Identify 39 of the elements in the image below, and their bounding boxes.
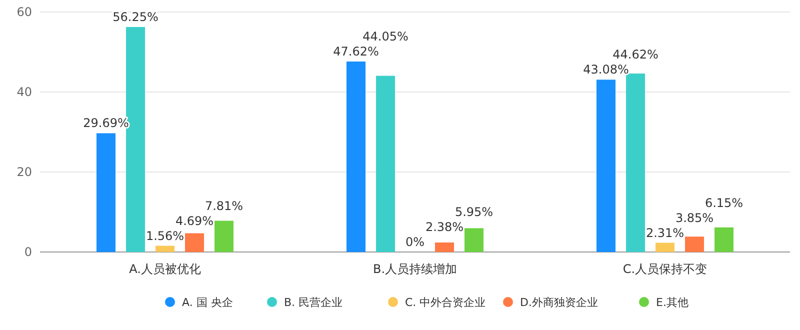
bar [185, 233, 204, 252]
legend-label: C. 中外合资企业 [405, 296, 486, 309]
legend-label: D.外商独资企业 [520, 296, 598, 309]
data-label: 44.62% [612, 48, 658, 62]
bar [464, 228, 484, 252]
x-tick-label: B.人员持续增加 [372, 262, 458, 276]
data-label: 44.05% [362, 30, 408, 44]
bar [656, 242, 674, 252]
bar [376, 76, 395, 252]
data-label: 4.69% [175, 214, 214, 228]
x-tick-label: C.人员保持不变 [622, 262, 708, 276]
y-tick-label: 60 [16, 5, 32, 19]
bar [346, 62, 366, 252]
x-tick-label: A.人员被优化 [129, 262, 201, 276]
bar [214, 220, 234, 252]
data-label: 2.38% [425, 220, 464, 234]
y-tick-label: 0 [24, 245, 32, 259]
data-label: 3.85% [675, 210, 714, 225]
bar [96, 133, 116, 252]
data-label: 47.62% [333, 44, 379, 59]
bar [626, 74, 645, 252]
bar [156, 246, 174, 252]
bar [596, 80, 616, 252]
y-tick-label: 20 [16, 165, 32, 179]
data-label: 0% [405, 235, 425, 249]
data-label: 56.25% [112, 10, 158, 24]
data-label: 5.95% [454, 205, 494, 219]
bar [685, 236, 704, 252]
data-label: 1.56% [146, 228, 184, 243]
data-label: 2.31% [646, 226, 684, 240]
bar [435, 242, 454, 252]
legend-label: E.其他 [656, 296, 688, 309]
data-label: 7.81% [204, 198, 244, 213]
bar [714, 227, 734, 252]
legend-label: A. 国 央企 [182, 296, 233, 309]
legend-label: B. 民营企业 [284, 296, 343, 309]
data-label: 43.08% [583, 62, 629, 77]
data-label: 6.15% [704, 196, 744, 210]
y-tick-label: 40 [16, 85, 32, 99]
